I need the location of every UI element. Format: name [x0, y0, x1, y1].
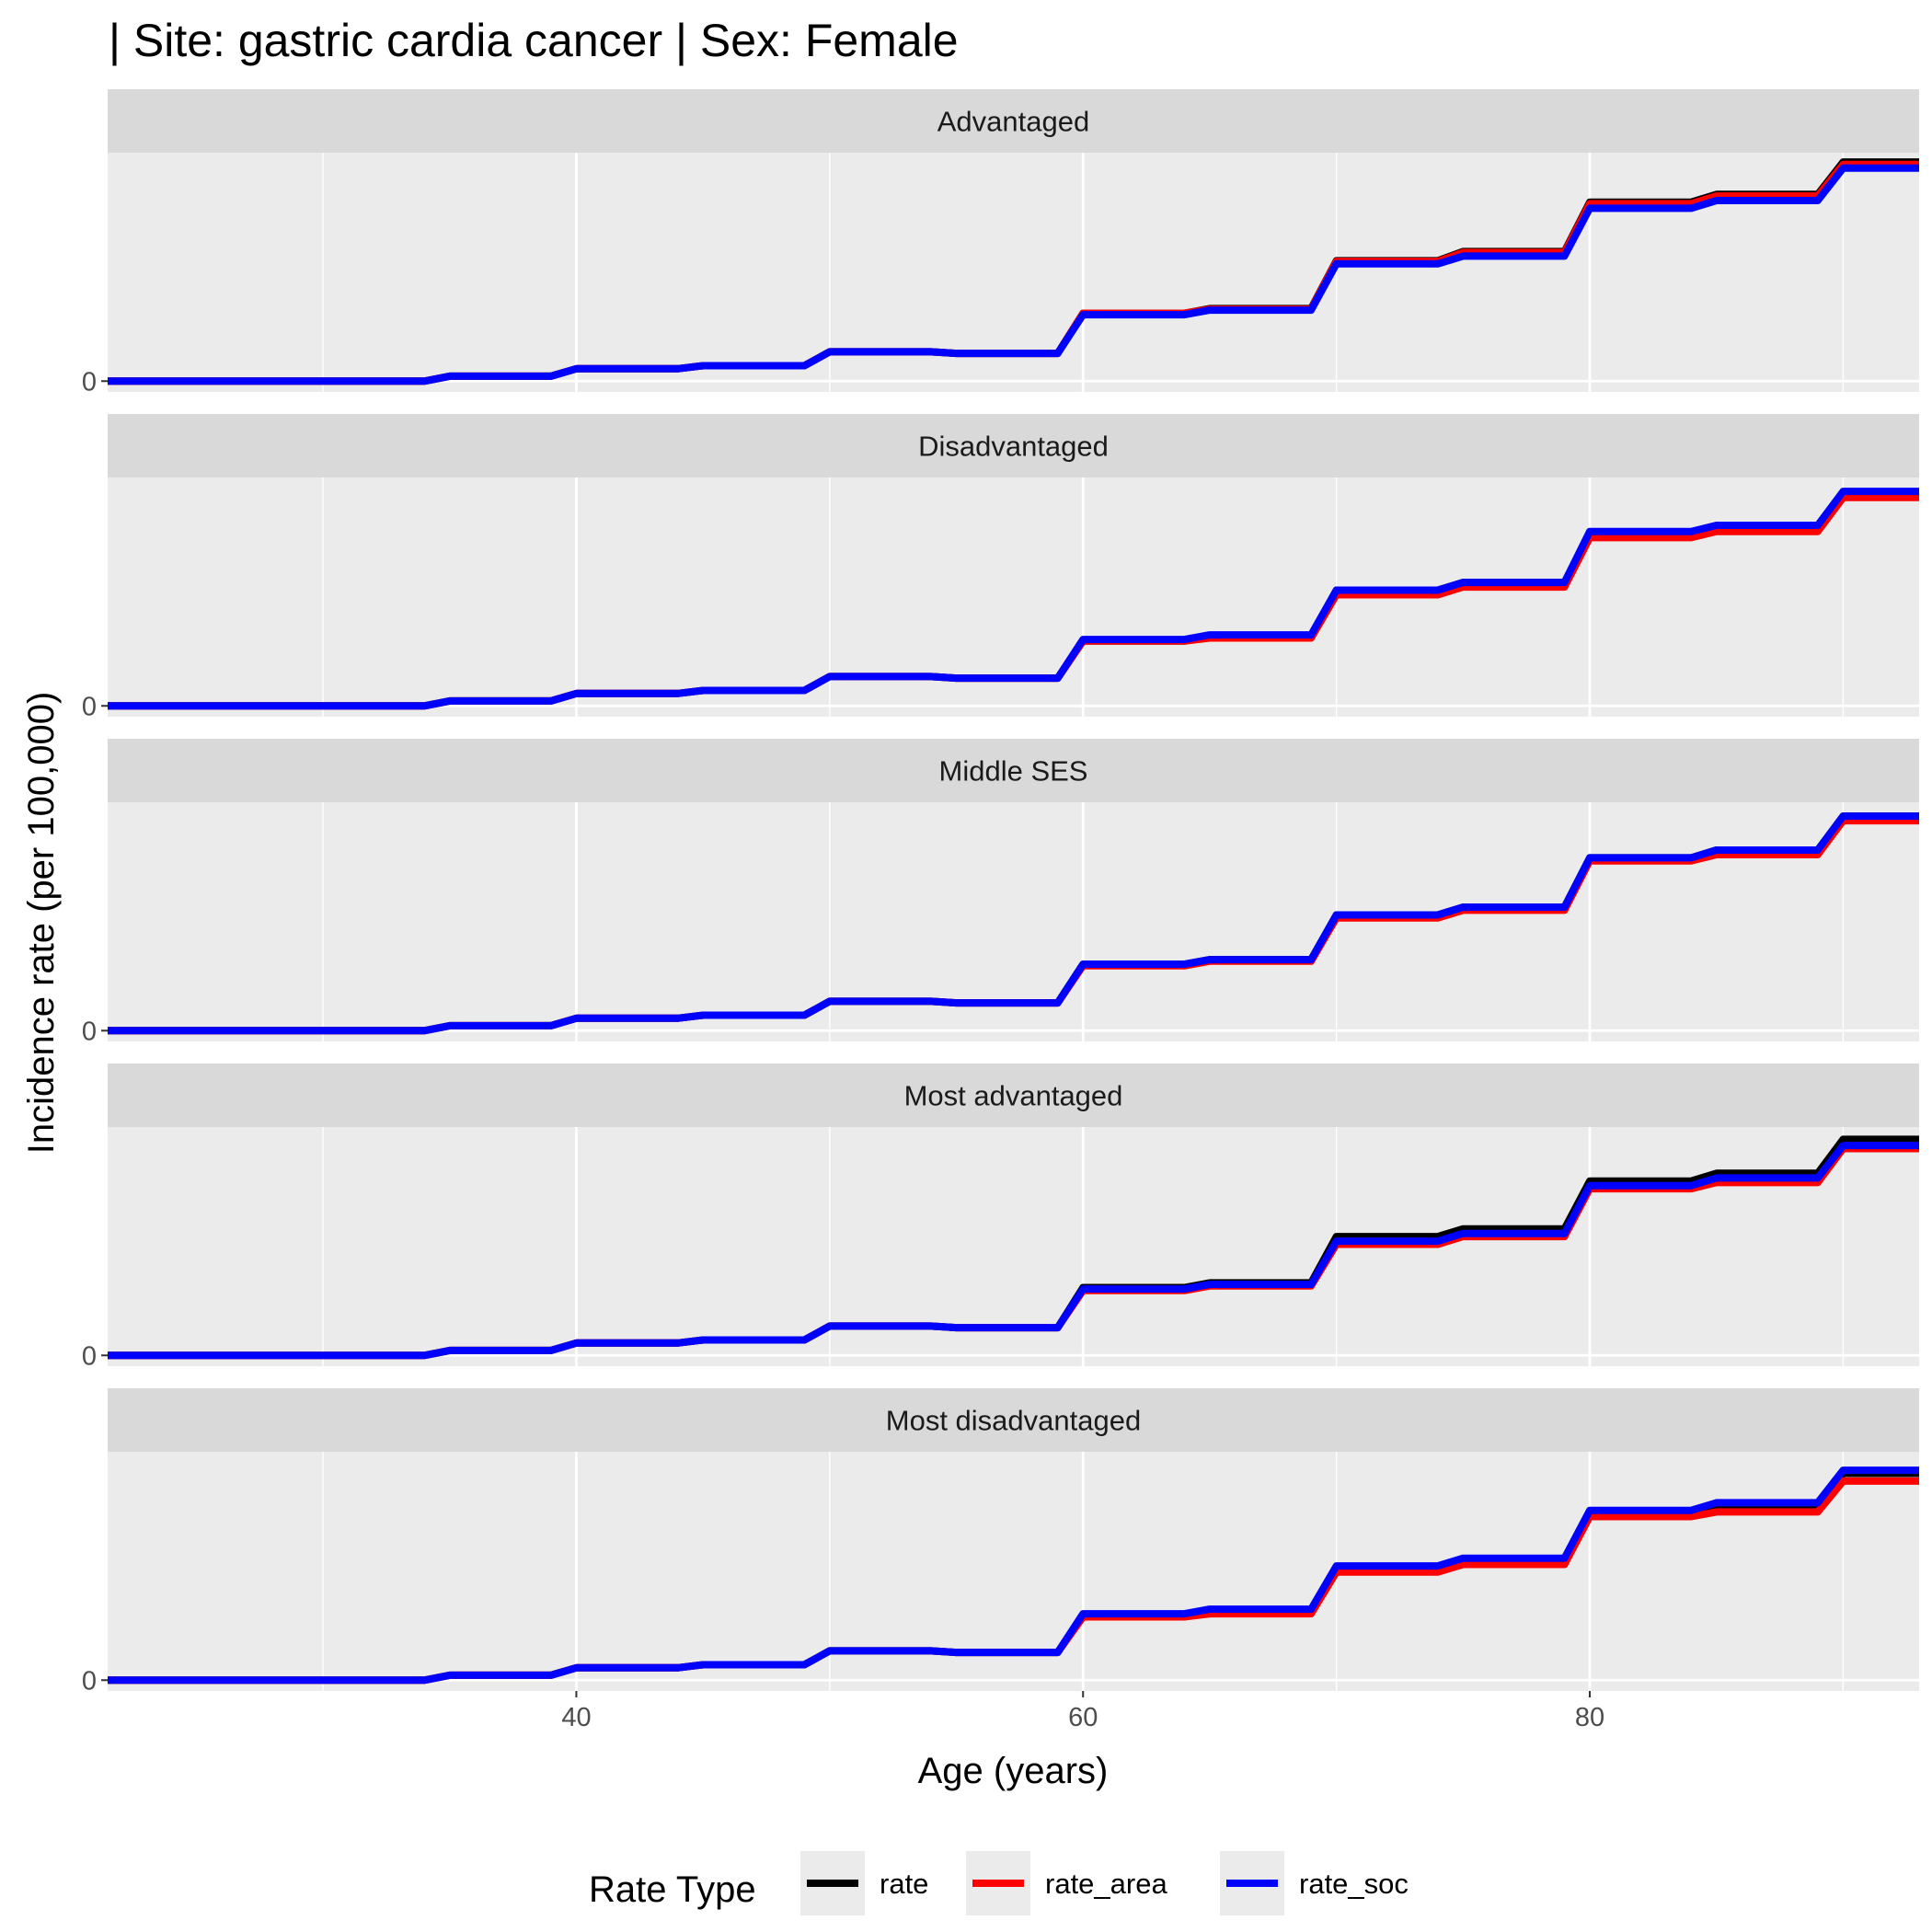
facet-panel: Middle SES 0 — [82, 739, 1919, 1046]
x-axis-title: Age (years) — [918, 1751, 1109, 1791]
legend: Rate Type rate rate_area rate_soc — [589, 1851, 1409, 1915]
facet-strip-label: Most advantaged — [904, 1080, 1123, 1112]
legend-keys: rate rate_area rate_soc — [800, 1851, 1409, 1915]
series-line-rate-soc — [108, 1466, 1919, 1685]
x-tick-label: 40 — [561, 1703, 591, 1732]
series-line-rate-soc — [108, 488, 1919, 710]
facet-strip — [108, 414, 1919, 477]
series-line-rate-soc — [108, 164, 1919, 385]
facet-strip-label: Most disadvantaged — [886, 1405, 1141, 1437]
y-tick-label: 0 — [82, 1341, 97, 1371]
facet-panel: Most advantaged 0 — [82, 1064, 1919, 1371]
x-axis: 40 60 80 — [561, 1691, 1604, 1732]
facet-panel: Advantaged 0 — [82, 89, 1919, 397]
series-lines — [108, 812, 1919, 1035]
legend-label: rate_soc — [1299, 1868, 1409, 1900]
legend-item: rate_area — [966, 1851, 1167, 1915]
y-tick-label: 0 — [82, 692, 97, 721]
y-axis-title: Incidence rate (per 100,000) — [21, 692, 62, 1155]
legend-item: rate_soc — [1220, 1851, 1409, 1915]
series-lines — [108, 1466, 1919, 1685]
series-lines — [108, 158, 1919, 385]
facet-strip — [108, 739, 1919, 802]
facet-panel: Disadvantaged 0 — [82, 414, 1919, 721]
y-tick-label: 0 — [82, 367, 97, 397]
legend-label: rate_area — [1045, 1868, 1167, 1900]
facet-panel: Most disadvantaged 0 — [82, 1388, 1919, 1696]
facet-strip-label: Disadvantaged — [918, 431, 1109, 463]
legend-label: rate — [880, 1868, 928, 1900]
facet-strip-label: Middle SES — [939, 755, 1088, 788]
series-lines — [108, 488, 1919, 710]
y-tick-label: 0 — [82, 1666, 97, 1696]
y-tick-label: 0 — [82, 1017, 97, 1046]
facet-strip — [108, 89, 1919, 153]
facet-strip — [108, 1388, 1919, 1452]
x-tick-label: 80 — [1575, 1703, 1604, 1732]
legend-title: Rate Type — [589, 1869, 756, 1910]
legend-item: rate — [800, 1851, 928, 1915]
series-line-rate-soc — [108, 1142, 1919, 1360]
x-tick-label: 60 — [1068, 1703, 1098, 1732]
chart-title: | Site: gastric cardia cancer | Sex: Fem… — [109, 15, 959, 66]
facet-strip — [108, 1064, 1919, 1127]
facet-strip-label: Advantaged — [937, 106, 1089, 138]
series-lines — [108, 1135, 1919, 1360]
series-line-rate-soc — [108, 812, 1919, 1035]
